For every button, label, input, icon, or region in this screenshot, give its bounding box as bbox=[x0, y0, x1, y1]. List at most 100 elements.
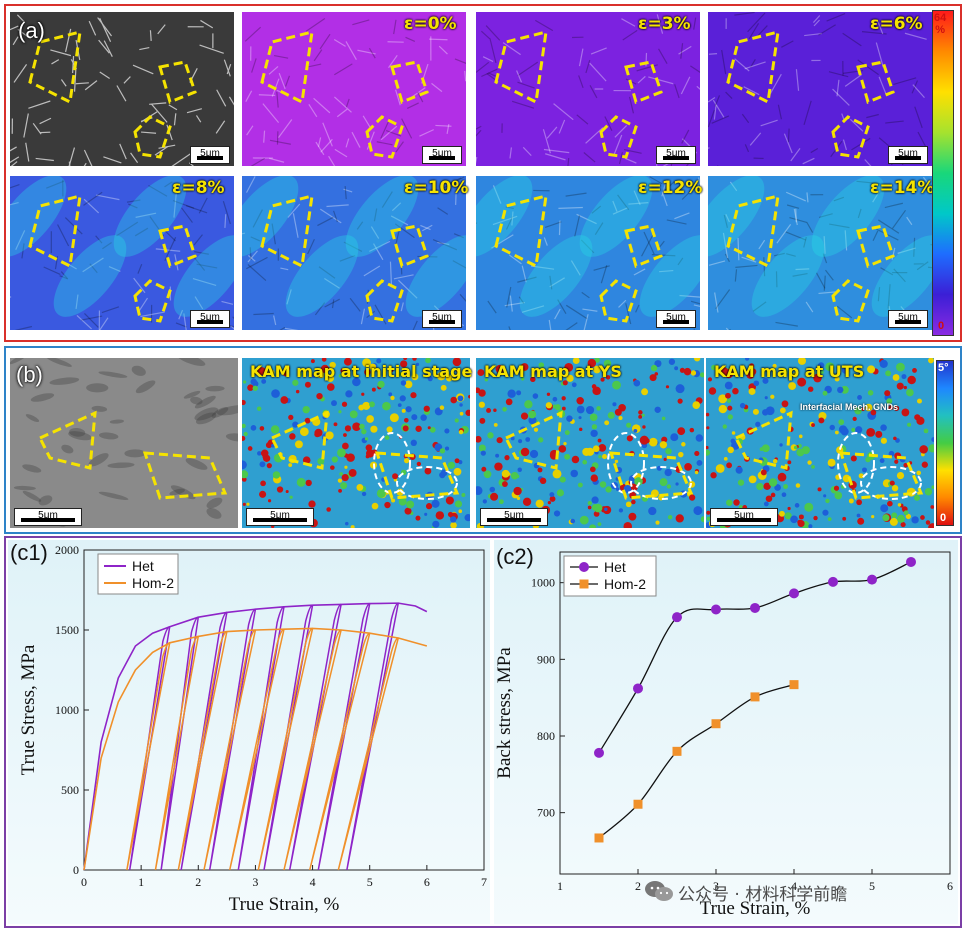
panel-b-colorbar-max-label: 5° bbox=[938, 362, 949, 374]
c2-legend-box bbox=[563, 555, 657, 597]
scale-bar: 5μm bbox=[888, 146, 928, 164]
scale-bar: 5μm bbox=[190, 310, 230, 328]
x-axis-title: True Strain, % bbox=[229, 894, 340, 915]
scale-bar: 5μm bbox=[480, 508, 548, 526]
panel-b-colorbar bbox=[936, 360, 954, 526]
y-tick-label: 1500 bbox=[55, 623, 79, 637]
panel-a-strain-label: ε=14% bbox=[870, 178, 935, 198]
c2-data-point bbox=[789, 588, 799, 599]
c2-data-point bbox=[906, 556, 916, 567]
y-tick-label: 2000 bbox=[55, 543, 79, 557]
scale-bar: 5μm bbox=[656, 310, 696, 328]
x-tick-label: 5 bbox=[367, 875, 373, 889]
chart-c1: 0 1 2 3 4 5 6 7 0 500 1000 1500 2000 True Strain, % Tr… bbox=[8, 540, 490, 924]
c2-data-point bbox=[750, 602, 760, 613]
wechat-icon bbox=[645, 881, 673, 901]
y-tick-label: 0 bbox=[73, 863, 79, 877]
y-axis-title: True Stress, MPa bbox=[18, 644, 39, 775]
scale-bar: 5μm bbox=[246, 508, 314, 526]
x-tick-label: 1 bbox=[138, 875, 144, 889]
x-tick-label: 4 bbox=[791, 879, 797, 893]
c2-data-point bbox=[828, 576, 838, 587]
panel-c-frame bbox=[4, 536, 962, 928]
c2-data-point bbox=[633, 799, 643, 809]
panel-a-frame bbox=[4, 4, 962, 342]
y-tick-label: 1000 bbox=[55, 703, 79, 717]
panel-b-sem-image bbox=[10, 358, 238, 528]
c2-legend-marker bbox=[579, 579, 589, 589]
scale-bar: 5μm bbox=[14, 508, 82, 526]
panel-a-tag: (a) bbox=[18, 18, 45, 43]
c2-data-point bbox=[711, 604, 721, 615]
panel-a-strain-label: ε=3% bbox=[638, 14, 691, 34]
c2-legend-marker bbox=[579, 562, 589, 572]
scale-bar: 5μm bbox=[422, 146, 462, 164]
x-tick-label: 7 bbox=[481, 875, 487, 889]
panel-a-colorbar-min-label: 0 bbox=[938, 320, 945, 332]
c2-data-point bbox=[672, 746, 682, 756]
y-tick-label: 500 bbox=[61, 783, 79, 797]
x-tick-label: 6 bbox=[947, 879, 953, 893]
panel-a-colorbar-max-label: 64 % bbox=[934, 12, 947, 36]
c2-data-point bbox=[789, 680, 799, 690]
scale-bar: 5μm bbox=[422, 310, 462, 328]
c2-data-point bbox=[867, 574, 877, 585]
panel-a-strain-label: ε=0% bbox=[404, 14, 457, 34]
c2-data-point bbox=[594, 833, 604, 843]
y-tick-label: 700 bbox=[537, 806, 555, 820]
c1-unload-reload-cycle bbox=[126, 642, 171, 871]
panel-a-micrograph bbox=[708, 12, 932, 166]
watermark-text: 公众号 · 材料科学前瞻 bbox=[678, 885, 848, 905]
panel-b-frame bbox=[4, 346, 962, 534]
panel-a-strain-label: ε=6% bbox=[870, 14, 923, 34]
plot-frame bbox=[83, 549, 485, 871]
c1-legend-label: Het bbox=[132, 558, 154, 574]
chart-c1-svg: 0 1 2 3 4 5 6 7 0 500 1000 1500 2000 True Strain, % Tr… bbox=[18, 543, 487, 915]
c1-unload-reload-cycle bbox=[154, 635, 200, 871]
panel-b-map-title: KAM map at YS bbox=[484, 362, 622, 381]
c1-legend-label: Hom-2 bbox=[132, 575, 174, 591]
panel-b-annotation: Interfacial Mech. GNDs bbox=[800, 402, 899, 412]
y-tick-label: 1000 bbox=[531, 576, 555, 590]
c2-data-point bbox=[594, 747, 604, 758]
c1-unload-reload-cycle bbox=[257, 627, 314, 871]
scale-bar: 5μm bbox=[710, 508, 778, 526]
panel-a-colorbar bbox=[932, 10, 954, 336]
c1-unload-reload-cycle bbox=[203, 629, 257, 871]
panel-a-strain-label: ε=10% bbox=[404, 178, 469, 198]
panel-b-kam-map bbox=[476, 358, 704, 528]
x-axis-title: True Strain, % bbox=[700, 898, 811, 919]
panel-a-micrograph bbox=[476, 12, 700, 166]
chart-c2-svg: 1 2 3 4 5 6 700 800 900 1000 True Strain, % Back st… bbox=[494, 551, 953, 919]
panel-a-micrograph bbox=[242, 12, 466, 166]
chart-c2-tag: (c2) bbox=[496, 544, 534, 569]
scale-bar: 5μm bbox=[190, 146, 230, 164]
panel-b-map-title: KAM map at initial stage bbox=[250, 362, 473, 381]
panel-b-kam-map bbox=[706, 358, 934, 528]
panel-a-strain-label: ε=12% bbox=[638, 178, 703, 198]
x-tick-label: 4 bbox=[310, 875, 316, 889]
panel-a-micrograph bbox=[708, 176, 932, 330]
c2-data-point bbox=[711, 719, 721, 729]
c2-data-point bbox=[672, 612, 682, 623]
x-tick-label: 2 bbox=[635, 879, 641, 893]
plot-frame bbox=[559, 551, 951, 875]
y-tick-label: 900 bbox=[537, 652, 555, 666]
x-tick-label: 2 bbox=[195, 875, 201, 889]
panel-a-micrograph bbox=[10, 12, 234, 166]
chart-c1-tag: (c1) bbox=[10, 540, 48, 565]
chart-c2: 1 2 3 4 5 6 700 800 900 1000 True Strain, % Back st… bbox=[494, 540, 958, 924]
c2-data-point bbox=[633, 683, 643, 694]
c2-legend-label: Hom-2 bbox=[604, 576, 646, 592]
panel-a-strain-label: ε=8% bbox=[172, 178, 225, 198]
y-tick-label: 800 bbox=[537, 729, 555, 743]
panel-a-micrograph bbox=[242, 176, 466, 330]
panel-b-kam-map bbox=[242, 358, 470, 528]
panel-a-micrograph bbox=[476, 176, 700, 330]
c1-unload-reload-cycle bbox=[160, 616, 200, 871]
c2-data-point bbox=[750, 692, 760, 702]
x-tick-label: 1 bbox=[557, 879, 563, 893]
scale-bar: 5μm bbox=[656, 146, 696, 164]
